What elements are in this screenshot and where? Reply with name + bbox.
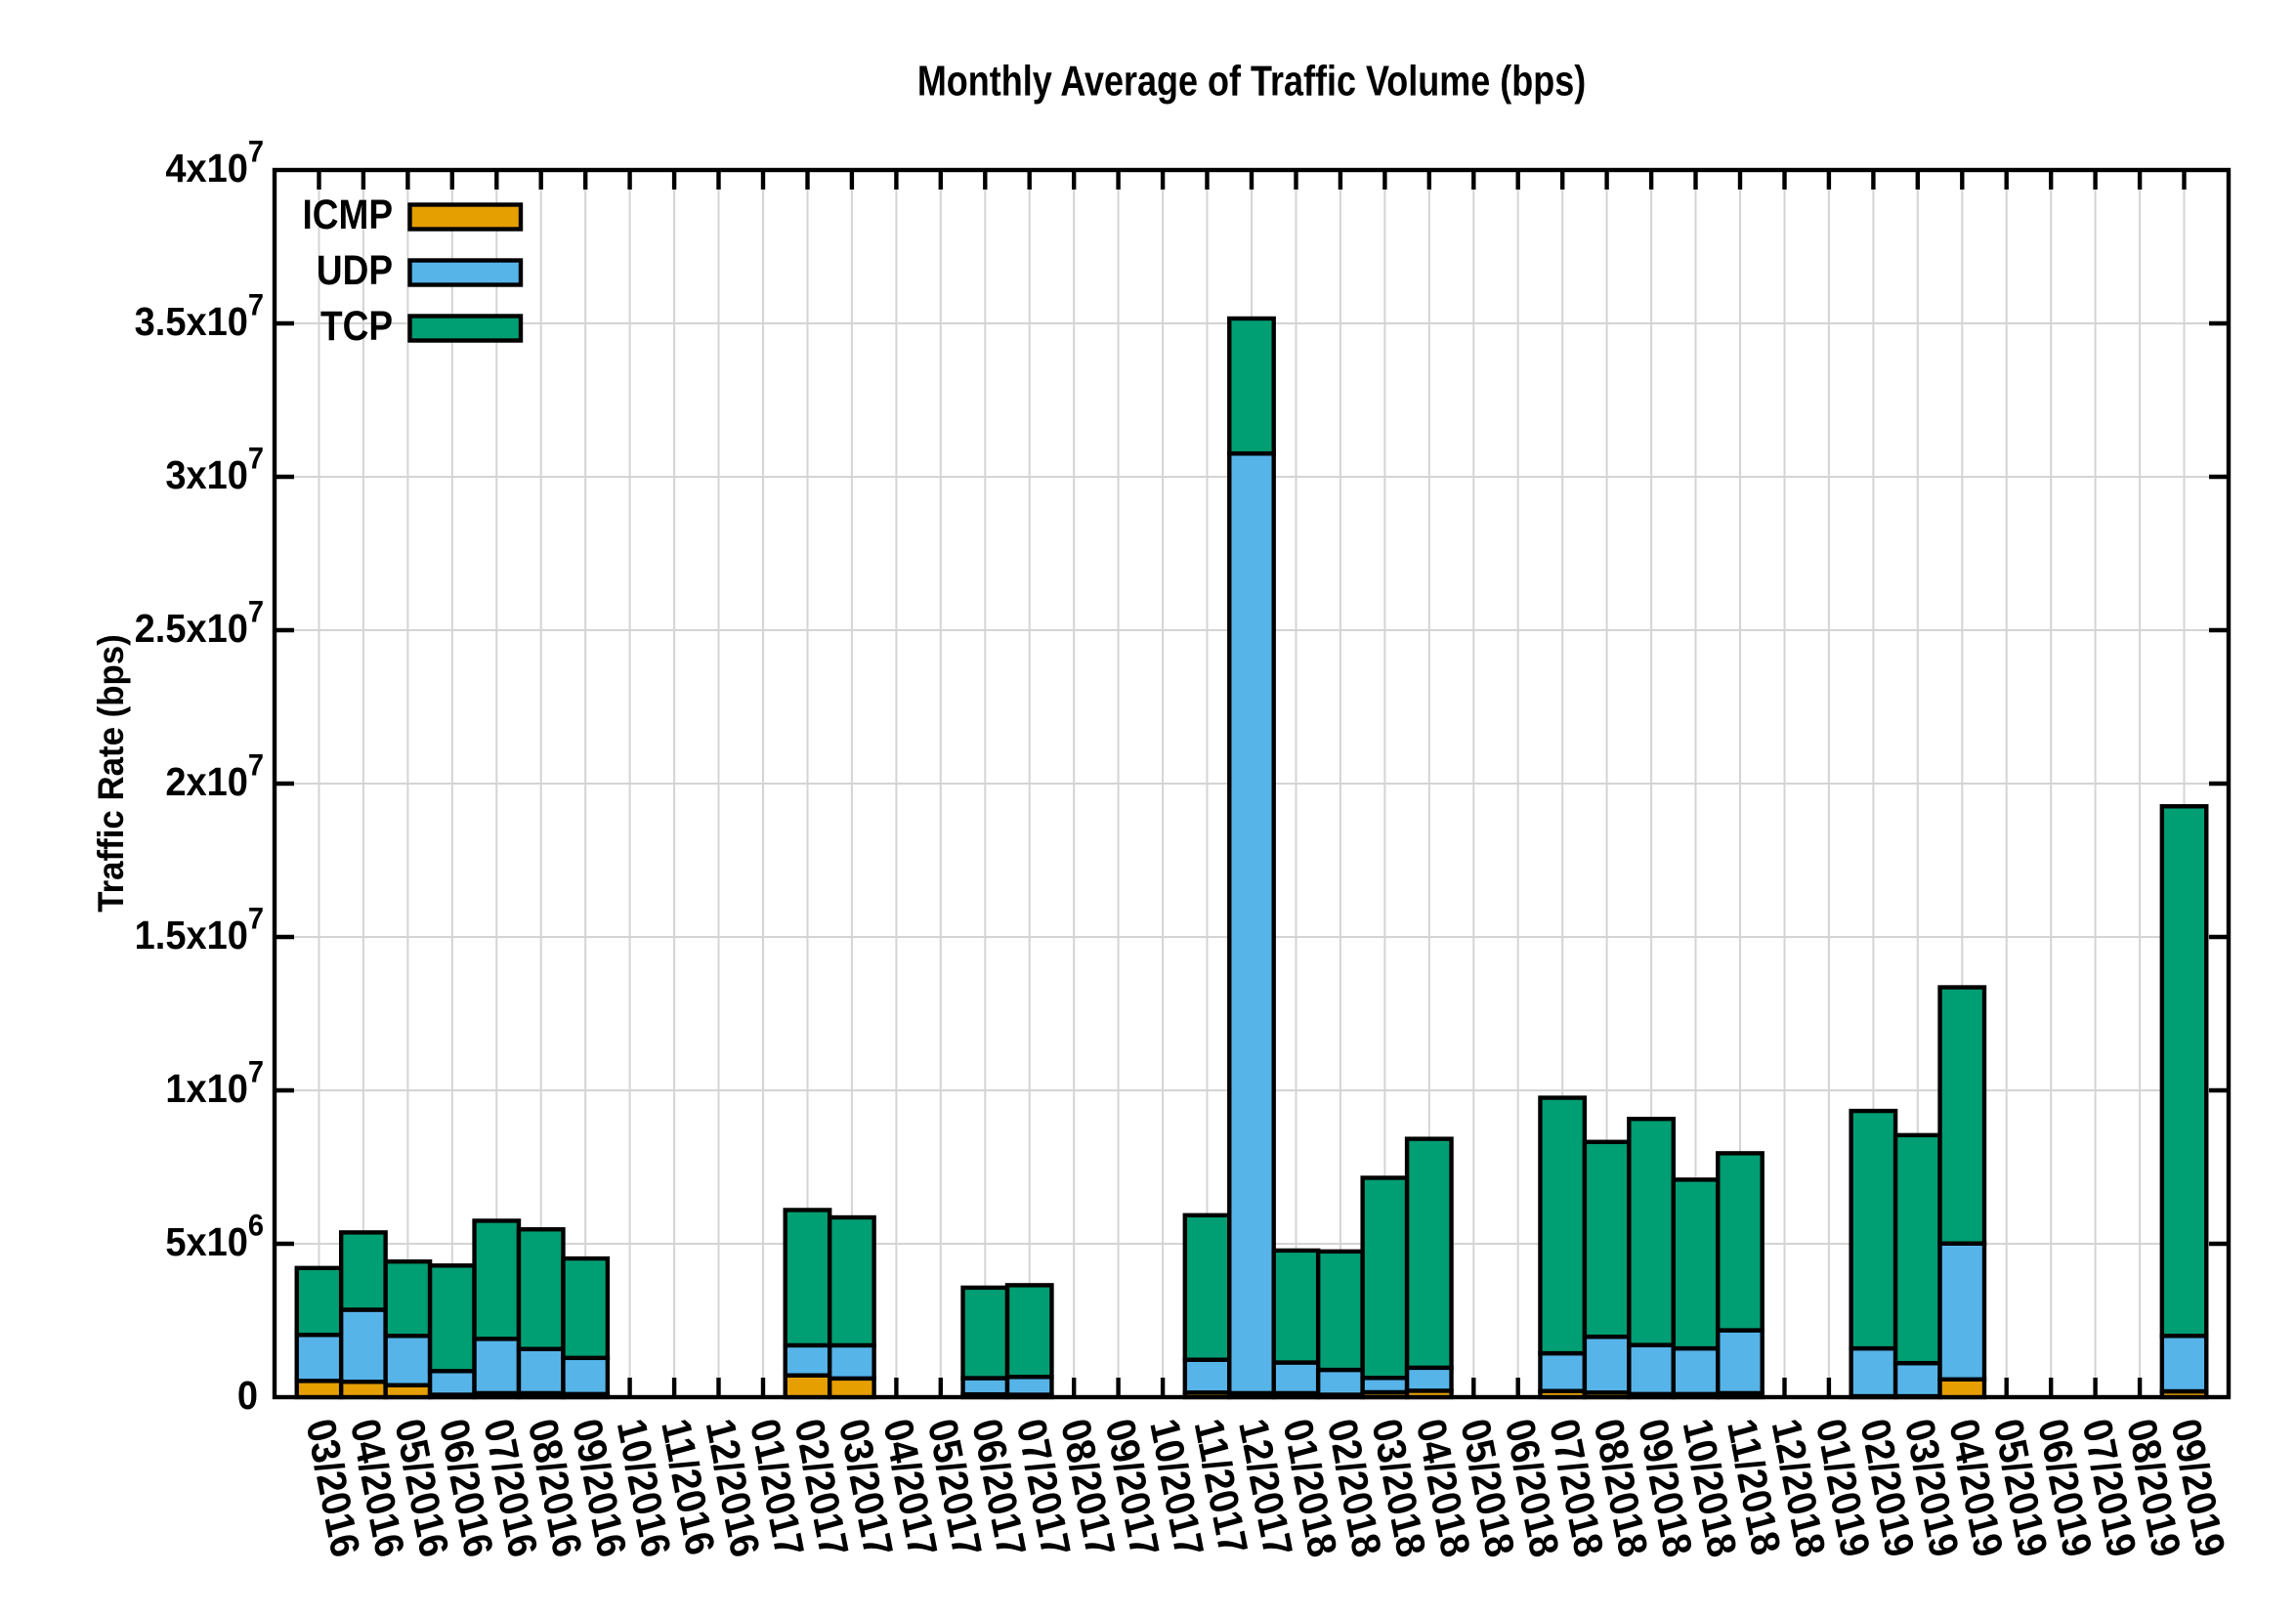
svg-text:TCP: TCP — [320, 304, 393, 350]
svg-text:0: 0 — [237, 1374, 258, 1419]
svg-text:Monthly Average of Traffic Vol: Monthly Average of Traffic Volume (bps) — [917, 58, 1586, 105]
svg-text:ICMP: ICMP — [303, 192, 393, 238]
svg-text:UDP: UDP — [317, 248, 393, 294]
svg-text:Traffic Rate (bps): Traffic Rate (bps) — [91, 634, 131, 913]
